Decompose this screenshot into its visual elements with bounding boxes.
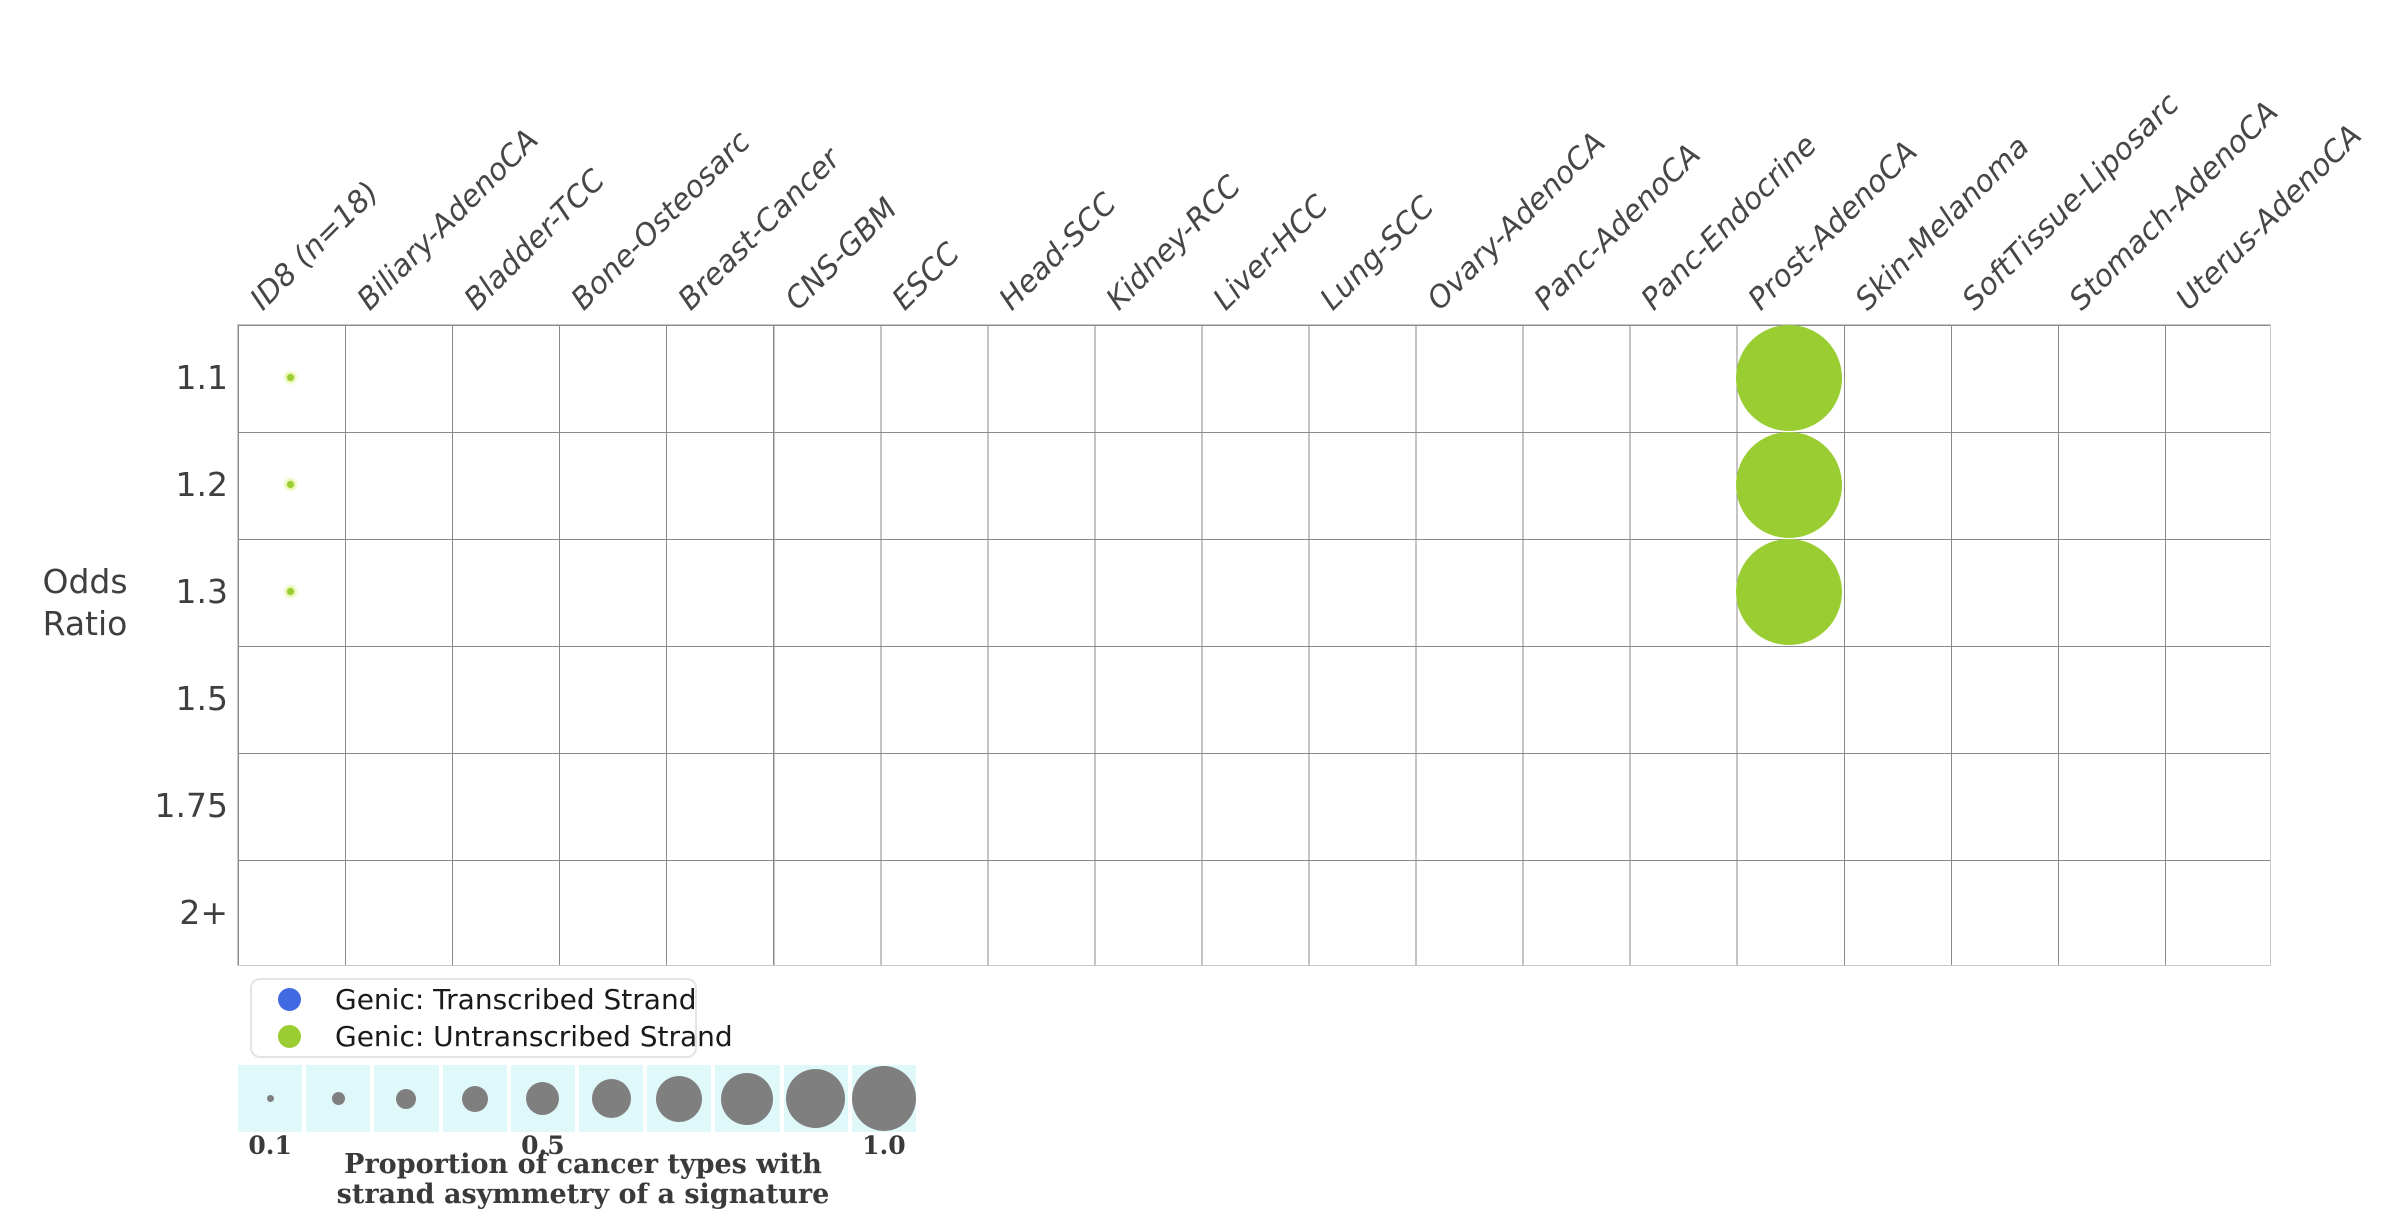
untranscribed-strand-dot-icon: [278, 1025, 301, 1048]
data-bubble: [1736, 431, 1843, 538]
size-legend-cell: [578, 1065, 644, 1132]
legend-label: Genic: Transcribed Strand: [335, 982, 697, 1016]
x-tick-label: Uterus-AdenoCA: [2169, 117, 2370, 318]
size-legend-tick: 0.5: [521, 1131, 565, 1160]
transcribed-strand-dot-icon: [278, 988, 301, 1011]
size-legend-circle: [656, 1075, 703, 1122]
size-legend-tick: 1.0: [862, 1131, 906, 1160]
size-legend-cell: [851, 1065, 916, 1132]
size-legend-circle: [396, 1088, 417, 1109]
x-tick-label: Bone-Osteosarc: [564, 124, 758, 318]
data-bubble: [287, 374, 295, 381]
data-bubble: [1736, 538, 1843, 645]
size-legend-cell: [647, 1065, 712, 1132]
data-bubble: [1736, 324, 1843, 431]
y-tick-label: 1.5: [175, 678, 228, 718]
data-bubble: [287, 588, 295, 595]
strand-legend: Genic: Transcribed Strand Genic: Untransc…: [250, 978, 733, 1058]
y-tick-label: 1.3: [175, 571, 228, 611]
x-tick-label: Ovary-AdenoCA: [1420, 125, 1613, 318]
data-bubble: [287, 481, 295, 488]
y-tick-label: 2+: [179, 892, 228, 932]
legend-item: Genic: Untranscribed Strand: [278, 1021, 733, 1052]
size-legend-tick: 0.1: [248, 1131, 292, 1160]
size-legend-cell: [715, 1065, 780, 1132]
plot-grid: [237, 324, 2271, 966]
y-tick-label: 1.75: [154, 785, 228, 825]
legend-item: Genic: Transcribed Strand: [278, 982, 697, 1016]
legend-label: Genic: Untranscribed Strand: [335, 1019, 733, 1053]
y-tick-label: 1.1: [175, 357, 228, 397]
size-legend-circle: [786, 1069, 846, 1128]
size-legend-caption: Proportion of cancer types with strand a…: [283, 1150, 883, 1210]
caption-line-1: Proportion of cancer types with: [344, 1149, 822, 1180]
x-tick-label: ESCC: [885, 236, 967, 318]
size-legend-circle: [461, 1085, 488, 1112]
size-legend-circle: [591, 1079, 631, 1118]
size-legend-circle: [721, 1072, 774, 1125]
y-axis-title: Odds Ratio: [42, 562, 128, 643]
size-legend-circle: [266, 1095, 274, 1102]
size-legend-cell: [374, 1065, 439, 1132]
size-legend-cell: [238, 1065, 303, 1132]
size-legend-strip: [238, 1065, 916, 1132]
y-tick-label: 1.2: [175, 464, 228, 504]
size-legend-cell: [510, 1065, 575, 1132]
size-legend-circle: [331, 1092, 345, 1105]
x-tick-label: Stomach-AdenoCA: [2062, 94, 2286, 318]
size-legend-cell: [442, 1065, 507, 1132]
caption-line-2: strand asymmetry of a signature: [336, 1179, 830, 1210]
size-legend-cell: [306, 1065, 371, 1132]
x-tick-label: Biliary-AdenoCA: [350, 122, 546, 318]
x-tick-label: Lung-SCC: [1313, 189, 1442, 318]
size-legend-cell: [783, 1065, 848, 1132]
size-legend-circle: [526, 1082, 560, 1115]
size-legend-circle: [851, 1066, 916, 1131]
